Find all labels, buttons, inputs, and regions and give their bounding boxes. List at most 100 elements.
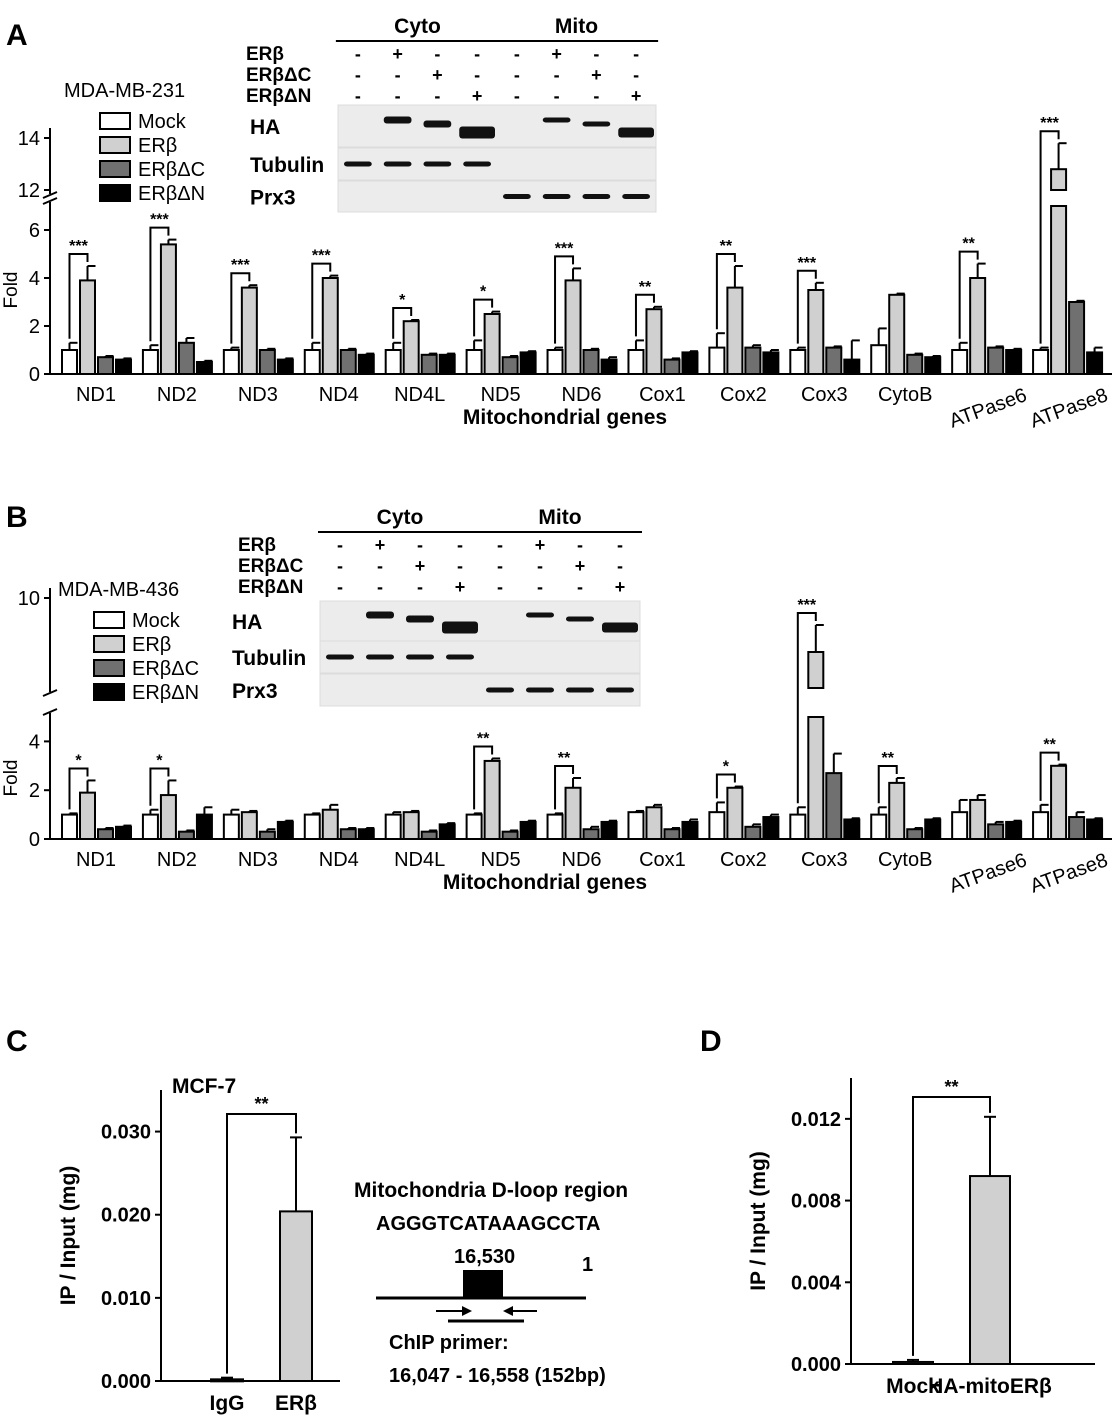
bar (969, 277, 987, 375)
x-tick-label: ATPase8 (1027, 849, 1110, 897)
inset-sign: - (617, 535, 623, 555)
significance-label: ** (882, 750, 895, 767)
blot-band (383, 116, 412, 124)
legend-label: ERβΔN (138, 183, 205, 205)
inset-row-label: ERβΔC (238, 556, 304, 577)
significance-bracket (715, 253, 736, 330)
significance-bracket (958, 250, 979, 339)
bar (339, 828, 357, 840)
y-tick-label: 2 (29, 780, 40, 802)
inset-sign: - (457, 535, 463, 555)
y-axis-label: IP / Input (mg) (747, 1151, 770, 1291)
x-tick-label: ND4L (394, 849, 445, 871)
bar (582, 349, 600, 375)
bar (61, 813, 78, 840)
significance-label: *** (1040, 115, 1059, 132)
inset-mito-label: Mito (555, 15, 598, 38)
inset-sign: - (617, 556, 623, 576)
x-tick-label: Cox3 (801, 849, 848, 871)
inset-row-label: ERβΔN (246, 86, 311, 107)
y-axis-label: IP / Input (mg) (57, 1166, 80, 1306)
significance-bracket (1039, 130, 1060, 344)
panel-label-c: C (6, 1025, 28, 1058)
significance-bracket (68, 253, 89, 339)
inset-sign: - (337, 577, 343, 597)
inset-sign: - (554, 86, 560, 106)
bar (708, 811, 726, 840)
bar (357, 353, 375, 375)
blot-band (503, 194, 531, 199)
significance-label: ** (962, 236, 975, 253)
legend-label: ERβΔC (132, 658, 199, 680)
inset-sign: + (575, 556, 586, 576)
blot-band (526, 612, 554, 618)
inset-sign: + (392, 44, 403, 64)
legend-swatch (93, 611, 125, 629)
blot-band (366, 611, 394, 619)
bar (195, 813, 213, 840)
bar (115, 825, 132, 840)
x-tick-label: Cox3 (801, 384, 848, 406)
bar (1005, 820, 1023, 840)
significance-bracket (473, 745, 494, 810)
bar (357, 828, 375, 840)
bar (438, 823, 456, 840)
inset-sign: - (497, 535, 503, 555)
bar (465, 349, 483, 375)
significance-bracket (149, 767, 170, 806)
legend-swatch (99, 136, 131, 154)
bar (708, 346, 726, 376)
x-tick-label: ND4 (319, 849, 359, 871)
bar (1068, 816, 1086, 840)
bar (906, 828, 924, 840)
bar (789, 349, 807, 375)
inset-sign: + (415, 556, 426, 576)
inset-sign: - (514, 44, 520, 64)
blot-band (423, 120, 452, 128)
inset-sign: - (474, 44, 480, 64)
bar (276, 358, 294, 376)
inset-sign: - (554, 65, 560, 85)
bar (1050, 168, 1068, 191)
bar (726, 786, 744, 841)
bar (888, 293, 906, 375)
blot-band (582, 194, 611, 199)
significance-label: * (723, 759, 730, 776)
significance-bracket (1039, 751, 1060, 801)
inset-sign: + (455, 577, 466, 597)
significance-bracket (796, 269, 817, 344)
legend-swatch (93, 659, 125, 677)
bar (402, 320, 420, 376)
bar (483, 313, 501, 375)
dloop-schematic: Mitochondria D-loop region AGGGTCATAAAGC… (354, 1179, 628, 1387)
bar (663, 358, 681, 376)
bar (825, 346, 843, 376)
inset-cyto-label: Cyto (377, 506, 424, 529)
x-tick-label: Mock (886, 1375, 940, 1398)
inset-sign: - (497, 577, 503, 597)
bar (892, 1360, 934, 1366)
blot-band (622, 194, 650, 199)
significance-bracket (230, 272, 251, 344)
significance-bracket (149, 226, 170, 342)
significance-label: ** (477, 730, 490, 747)
primer-reverse-head (503, 1306, 513, 1316)
bar (789, 813, 807, 840)
inset-sign: - (417, 535, 423, 555)
significance-bracket (68, 767, 89, 810)
blot-band (463, 161, 491, 167)
legend-swatch (93, 635, 125, 653)
y-tick-label: 2 (29, 316, 40, 338)
blot-label: HA (232, 611, 262, 634)
inset-sign: - (434, 86, 440, 106)
blot-band (442, 621, 478, 634)
x-tick-label: ND4L (394, 384, 445, 406)
dloop-title: Mitochondria D-loop region (354, 1179, 628, 1202)
bar (141, 349, 159, 375)
bar (339, 349, 357, 375)
x-tick-label: ND5 (481, 849, 521, 871)
bar (384, 349, 402, 375)
bar (681, 351, 699, 375)
